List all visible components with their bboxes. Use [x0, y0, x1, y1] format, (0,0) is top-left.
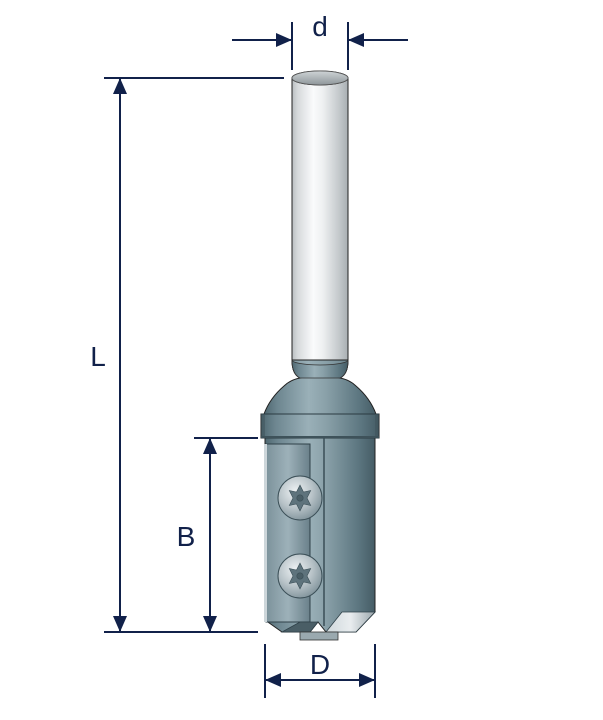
- dimension-B: B: [177, 438, 258, 632]
- diagram-canvas: d D L B: [0, 0, 603, 720]
- torx-screw-lower: [278, 554, 322, 598]
- shank: [292, 78, 348, 384]
- insert-cutting-edge: [264, 444, 267, 622]
- body-ring: [261, 414, 379, 438]
- label-L: L: [90, 341, 106, 372]
- dimension-D: D: [265, 644, 375, 698]
- dimension-d: d: [232, 11, 408, 70]
- router-bit: [261, 71, 379, 640]
- label-d: d: [312, 11, 328, 42]
- shank-top-face: [292, 71, 348, 85]
- torx-screw-upper: [278, 476, 322, 520]
- bottom-lip: [300, 632, 338, 640]
- label-B: B: [177, 521, 196, 552]
- label-D: D: [310, 649, 330, 680]
